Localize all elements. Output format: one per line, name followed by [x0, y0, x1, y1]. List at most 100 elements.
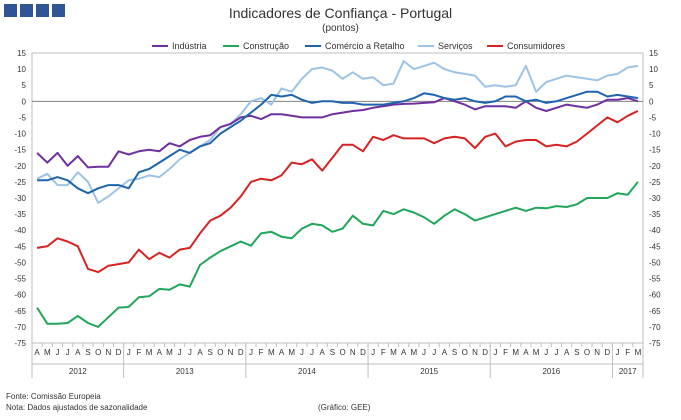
y-tick-label-left: -40 [14, 226, 26, 235]
year-label: 2016 [542, 367, 560, 376]
month-label: J [249, 348, 253, 357]
month-label: F [503, 348, 508, 357]
legend-label: Consumidores [507, 41, 566, 51]
y-tick-label-left: -55 [14, 275, 26, 284]
month-label: M [390, 348, 397, 357]
y-tick-label-left: -65 [14, 307, 26, 316]
month-label: N [472, 348, 478, 357]
month-label: J [178, 348, 182, 357]
y-tick-label-right: 15 [649, 49, 658, 58]
y-tick-label-right: -75 [649, 339, 661, 348]
y-tick-label-right: -55 [649, 275, 661, 284]
month-label: M [533, 348, 540, 357]
month-label: A [34, 348, 40, 357]
month-label: F [625, 348, 630, 357]
month-label: A [442, 348, 448, 357]
y-tick-label-right: -60 [649, 291, 661, 300]
month-label: S [574, 348, 579, 357]
month-label: A [157, 348, 163, 357]
series-line-consumidores [36, 110, 639, 274]
month-label: S [452, 348, 457, 357]
month-label: J [544, 348, 548, 357]
year-label: 2014 [298, 367, 316, 376]
y-tick-label-left: 15 [17, 49, 26, 58]
y-tick-label-left: -70 [14, 323, 26, 332]
month-label: D [238, 348, 244, 357]
month-label: J [432, 348, 436, 357]
legend-label: Serviços [438, 41, 473, 51]
month-label: A [401, 348, 407, 357]
y-tick-label-right: 0 [649, 97, 654, 106]
month-label: J [422, 348, 426, 357]
month-label: N [228, 348, 234, 357]
y-tick-label-right: 5 [649, 81, 654, 90]
month-label: O [217, 348, 223, 357]
month-label: A [279, 348, 285, 357]
month-label: J [616, 348, 620, 357]
chart-subtitle: (pontos) [322, 23, 359, 34]
month-label: D [116, 348, 122, 357]
month-label: A [75, 348, 81, 357]
y-tick-label-left: -5 [19, 113, 27, 122]
month-label: S [330, 348, 335, 357]
logo-square [52, 4, 65, 17]
y-tick-label-right: -5 [649, 113, 657, 122]
month-label: M [635, 348, 642, 357]
month-label: D [604, 348, 610, 357]
y-tick-label-right: -50 [649, 258, 661, 267]
y-tick-label-right: -35 [649, 210, 661, 219]
month-label: J [310, 348, 314, 357]
month-label: A [197, 348, 203, 357]
series-line-servi-os [36, 60, 639, 204]
y-tick-label-right: -15 [649, 146, 661, 155]
year-label: 2012 [69, 367, 87, 376]
month-label: M [512, 348, 519, 357]
adjustment-note: Nota: Dados ajustados de sazonalidade [6, 403, 148, 412]
month-label: J [493, 348, 497, 357]
month-label: M [288, 348, 295, 357]
y-tick-label-left: -35 [14, 210, 26, 219]
month-label: F [381, 348, 386, 357]
month-label: D [360, 348, 366, 357]
y-tick-label-right: -40 [649, 226, 661, 235]
month-label: J [55, 348, 59, 357]
series-line-ind-stria [36, 97, 639, 169]
y-tick-label-left: -50 [14, 258, 26, 267]
month-label: N [594, 348, 600, 357]
month-label: M [44, 348, 51, 357]
y-tick-label-left: -60 [14, 291, 26, 300]
month-label: O [95, 348, 101, 357]
legend-label: Construção [243, 41, 289, 51]
legend-label: Indústria [172, 41, 207, 51]
y-tick-label-left: -25 [14, 178, 26, 187]
month-label: A [320, 348, 326, 357]
month-label: S [85, 348, 90, 357]
month-label: A [523, 348, 529, 357]
graphic-credit: (Gráfico: GEE) [318, 403, 371, 412]
month-label: N [105, 348, 111, 357]
series-line-constru-o [36, 181, 639, 328]
chart-title: Indicadores de Confiança - Portugal [228, 5, 453, 21]
month-label: O [584, 348, 590, 357]
month-label: F [136, 348, 141, 357]
plot-frame [31, 52, 644, 344]
y-tick-label-right: 10 [649, 65, 658, 74]
y-tick-label-right: -70 [649, 323, 661, 332]
y-tick-label-left: -15 [14, 146, 26, 155]
month-label: M [268, 348, 275, 357]
y-tick-label-left: -45 [14, 242, 26, 251]
month-label: J [371, 348, 375, 357]
month-label: A [564, 348, 570, 357]
month-label: M [411, 348, 418, 357]
month-label: O [462, 348, 468, 357]
y-tick-label-right: -10 [649, 130, 661, 139]
y-tick-label-right: -65 [649, 307, 661, 316]
y-tick-label-left: 0 [22, 97, 27, 106]
source-note: Fonte: Comissão Europeia [6, 392, 101, 401]
y-tick-label-left: -30 [14, 194, 26, 203]
month-label: J [66, 348, 70, 357]
month-label: J [554, 348, 558, 357]
month-label: M [166, 348, 173, 357]
y-tick-label-right: -20 [649, 162, 661, 171]
